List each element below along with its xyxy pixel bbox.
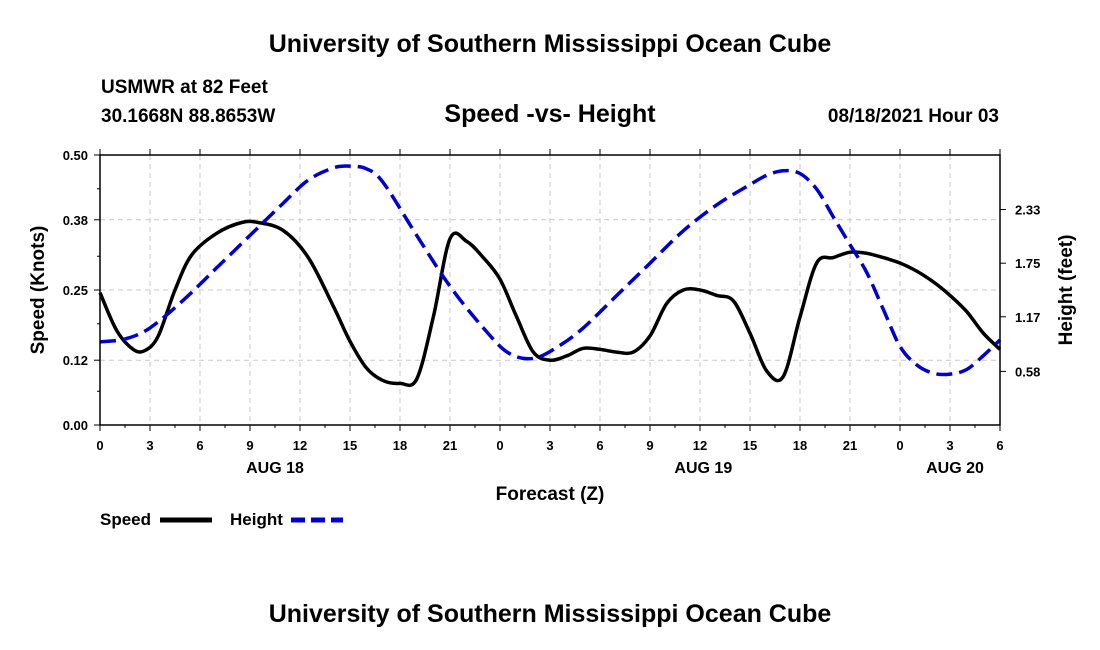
x-axis-label: Forecast (Z) bbox=[496, 484, 605, 505]
y-right-tick-label: 1.75 bbox=[1015, 256, 1040, 271]
y-right-tick-label: 2.33 bbox=[1015, 203, 1040, 218]
x-tick-label: 21 bbox=[443, 438, 457, 453]
date-label: AUG 19 bbox=[674, 460, 732, 477]
x-tick-label: 0 bbox=[496, 438, 503, 453]
legend: Speed Height bbox=[100, 510, 343, 529]
x-tick-label: 0 bbox=[896, 438, 903, 453]
coordinates-label: 30.1668N 88.8653W bbox=[101, 106, 276, 127]
x-tick-label: 15 bbox=[743, 438, 757, 453]
date-label: AUG 20 bbox=[926, 460, 984, 477]
datetime-label: 08/18/2021 Hour 03 bbox=[827, 106, 999, 127]
axis-ticks: 0 3 6 9 12 15 18 21 0 3 6 9 12 15 18 21 0 3 6 0.00 0.12 0.25 0… bbox=[63, 148, 1041, 477]
series-line-height bbox=[99, 164, 1002, 377]
y-left-tick-label: 0.12 bbox=[63, 353, 88, 368]
x-tick-label: 9 bbox=[646, 438, 653, 453]
x-tick-label: 3 bbox=[146, 438, 153, 453]
y-axis-label-left: Speed (Knots) bbox=[28, 226, 49, 355]
station-label: USMWR at 82 Feet bbox=[101, 77, 268, 98]
x-tick-label: 18 bbox=[393, 438, 407, 453]
chart-subtitle: Speed -vs- Height bbox=[444, 100, 656, 128]
y-left-tick-label: 0.00 bbox=[63, 418, 88, 433]
x-tick-label: 12 bbox=[693, 438, 707, 453]
x-tick-label: 15 bbox=[343, 438, 357, 453]
x-tick-label: 3 bbox=[946, 438, 953, 453]
x-tick-label: 21 bbox=[843, 438, 857, 453]
date-label: AUG 18 bbox=[246, 460, 304, 477]
footer-title: University of Southern Mississippi Ocean… bbox=[268, 600, 832, 628]
x-tick-label: 12 bbox=[293, 438, 307, 453]
x-tick-label: 0 bbox=[96, 438, 103, 453]
y-left-tick-label: 0.25 bbox=[63, 283, 88, 298]
series-group bbox=[98, 164, 1002, 388]
x-tick-label: 6 bbox=[996, 438, 1003, 453]
legend-label-height: Height bbox=[230, 510, 283, 529]
y-axis-label-right: Height (feet) bbox=[1056, 235, 1077, 346]
legend-label-speed: Speed bbox=[100, 510, 151, 529]
grid-lines bbox=[100, 155, 1000, 425]
x-tick-label: 3 bbox=[546, 438, 553, 453]
x-tick-label: 6 bbox=[596, 438, 603, 453]
y-right-tick-label: 1.17 bbox=[1015, 310, 1040, 325]
y-left-tick-label: 0.38 bbox=[63, 213, 88, 228]
x-tick-label: 18 bbox=[793, 438, 807, 453]
chart-title: University of Southern Mississippi Ocean… bbox=[268, 30, 832, 58]
x-tick-label: 6 bbox=[196, 438, 203, 453]
y-right-tick-label: 0.58 bbox=[1015, 364, 1040, 379]
y-left-tick-label: 0.50 bbox=[63, 148, 88, 163]
x-tick-label: 9 bbox=[246, 438, 253, 453]
